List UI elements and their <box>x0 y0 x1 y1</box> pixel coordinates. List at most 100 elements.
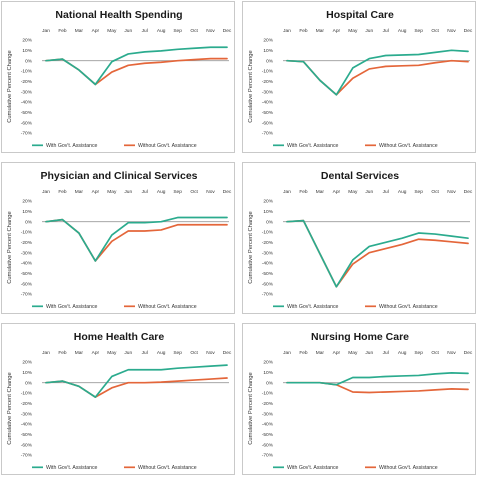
y-tick-label: -50% <box>262 110 274 116</box>
x-tick-label: Sep <box>414 189 423 195</box>
panel-home-health-care: Home Health Care Jan Feb Mar Apr May Jun Jul Aug… <box>1 323 235 475</box>
chart-svg: Nursing Home Care Jan Feb Mar Apr May Jun Jul Au… <box>248 331 473 471</box>
x-tick-label: Jun <box>365 350 373 356</box>
chart-title: Nursing Home Care <box>311 331 409 343</box>
y-tick-label: -30% <box>21 411 33 417</box>
x-tick-label: Feb <box>58 28 67 34</box>
y-axis-label: Cumulative Percent Change <box>7 372 13 445</box>
x-tick-label: Feb <box>299 189 308 195</box>
x-tick-label: May <box>348 189 358 195</box>
x-tick-label: Aug <box>398 189 407 195</box>
y-tick-label: -60% <box>262 120 274 126</box>
x-tick-label: May <box>348 28 358 34</box>
series-line-with-assistance <box>286 49 469 96</box>
y-tick-label: 0% <box>266 58 274 64</box>
y-tick-label: -40% <box>21 422 33 428</box>
y-tick-label: -70% <box>262 131 274 137</box>
y-tick-label: -10% <box>21 69 33 75</box>
y-tick-label: -30% <box>21 250 33 256</box>
x-tick-label: May <box>107 28 117 34</box>
y-tick-label: 0% <box>25 380 33 386</box>
legend-label-without: Without Gov't. Assistance <box>379 304 438 310</box>
x-tick-label: Jul <box>142 189 148 195</box>
series-line-with-assistance <box>45 216 228 262</box>
x-tick-label: Aug <box>157 350 166 356</box>
y-tick-label: 10% <box>263 370 273 376</box>
x-tick-label: Sep <box>414 28 423 34</box>
y-tick-label: -70% <box>21 453 33 459</box>
x-tick-label: Sep <box>414 350 423 356</box>
x-tick-label: Apr <box>92 189 100 195</box>
y-tick-label: 10% <box>22 209 32 215</box>
y-tick-label: -40% <box>262 100 274 106</box>
x-tick-label: May <box>107 189 117 195</box>
y-tick-label: -60% <box>21 442 33 448</box>
y-tick-label: -10% <box>262 230 274 236</box>
x-tick-label: Nov <box>206 28 215 34</box>
y-tick-label: 10% <box>22 370 32 376</box>
x-tick-label: Oct <box>190 189 198 195</box>
y-tick-label: -30% <box>262 250 274 256</box>
x-tick-label: May <box>348 350 358 356</box>
x-tick-label: Apr <box>333 189 341 195</box>
y-tick-label: -70% <box>21 292 33 298</box>
y-tick-label: 0% <box>266 380 274 386</box>
y-tick-label: -70% <box>21 131 33 137</box>
y-axis-label: Cumulative Percent Change <box>7 211 13 284</box>
legend-label-with: With Gov't. Assistance <box>46 465 98 471</box>
x-tick-label: Mar <box>75 189 84 195</box>
x-tick-label: Apr <box>92 28 100 34</box>
x-tick-label: Mar <box>316 350 325 356</box>
y-tick-label: -50% <box>262 271 274 277</box>
panel-national-health-spending: National Health Spending Jan Feb Mar Apr May J… <box>1 1 235 153</box>
y-tick-label: -60% <box>21 281 33 287</box>
x-tick-label: Jan <box>42 350 50 356</box>
y-tick-label: 20% <box>22 360 32 366</box>
panel-hospital-care: Hospital Care Jan Feb Mar Apr May Jun Jul Aug Sep… <box>242 1 476 153</box>
x-tick-label: Jan <box>283 189 291 195</box>
series-line-without-assistance <box>45 57 228 86</box>
x-tick-label: Apr <box>333 350 341 356</box>
x-tick-label: Dec <box>223 189 232 195</box>
x-tick-label: Jul <box>383 28 389 34</box>
y-tick-label: -50% <box>262 432 274 438</box>
x-tick-label: Jul <box>383 189 389 195</box>
y-tick-label: -20% <box>21 240 33 246</box>
legend-label-without: Without Gov't. Assistance <box>379 465 438 471</box>
y-tick-label: -60% <box>21 120 33 126</box>
y-axis-label: Cumulative Percent Change <box>248 50 254 123</box>
x-tick-label: Nov <box>447 189 456 195</box>
y-tick-label: 0% <box>25 219 33 225</box>
y-tick-label: -20% <box>21 79 33 85</box>
x-tick-label: Nov <box>447 350 456 356</box>
legend-label-without: Without Gov't. Assistance <box>138 465 197 471</box>
chart-svg: Dental Services Jan Feb Mar Apr May Jun Jul Aug S… <box>248 170 473 310</box>
y-tick-label: -30% <box>262 89 274 95</box>
x-tick-label: Jun <box>124 189 132 195</box>
y-tick-label: -20% <box>262 240 274 246</box>
chart-title: Hospital Care <box>326 9 394 21</box>
x-tick-label: Oct <box>431 350 439 356</box>
y-tick-label: 20% <box>22 38 32 44</box>
x-tick-label: Feb <box>58 350 67 356</box>
y-tick-label: 10% <box>22 48 32 54</box>
series-line-without-assistance <box>286 219 469 288</box>
y-tick-label: -20% <box>262 79 274 85</box>
x-tick-label: May <box>107 350 117 356</box>
x-tick-label: Mar <box>316 189 325 195</box>
x-tick-label: Oct <box>431 28 439 34</box>
chart-title: Home Health Care <box>74 331 165 343</box>
series-line-with-assistance <box>45 364 228 398</box>
y-tick-label: -40% <box>262 261 274 267</box>
series-line-without-assistance <box>45 377 228 398</box>
y-tick-label: -40% <box>262 422 274 428</box>
y-tick-label: -50% <box>21 432 33 438</box>
chart-svg: National Health Spending Jan Feb Mar Apr May J… <box>7 9 232 149</box>
y-tick-label: -70% <box>262 292 274 298</box>
y-tick-label: -10% <box>21 230 33 236</box>
legend-label-with: With Gov't. Assistance <box>46 143 98 149</box>
x-tick-label: Jun <box>124 28 132 34</box>
y-tick-label: -10% <box>262 391 274 397</box>
series-line-without-assistance <box>45 218 228 262</box>
x-tick-label: Aug <box>157 189 166 195</box>
